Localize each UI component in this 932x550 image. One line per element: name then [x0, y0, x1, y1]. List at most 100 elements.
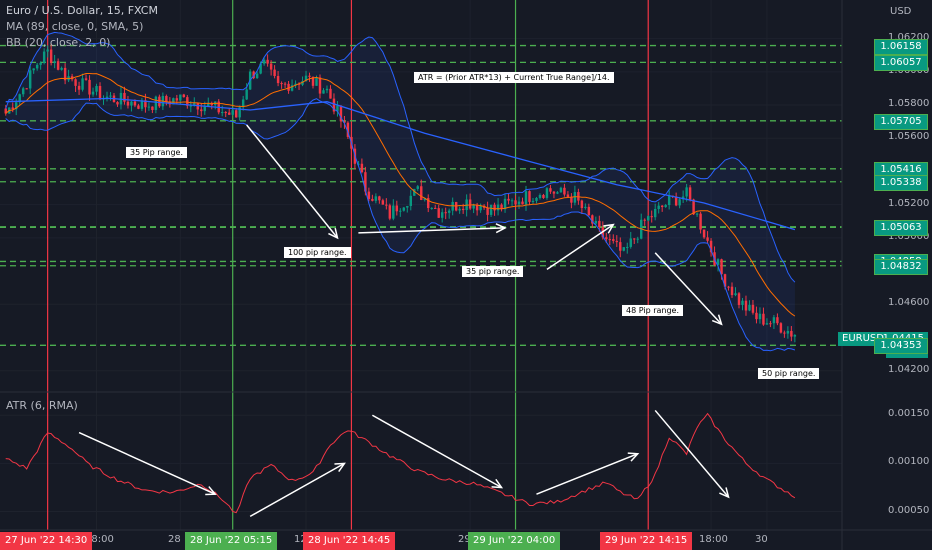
- candle: [542, 193, 545, 199]
- candle-body: [538, 195, 542, 198]
- candle-body: [790, 330, 793, 337]
- candle-body: [259, 63, 262, 74]
- candle: [336, 101, 339, 117]
- candle-body: [563, 187, 566, 195]
- candle-body: [126, 101, 130, 106]
- candle: [685, 183, 688, 202]
- candle-body: [720, 259, 723, 275]
- trend-arrow-0[interactable]: [246, 124, 339, 240]
- candle-body: [311, 76, 315, 86]
- range-note-35-a: 35 Pip range.: [126, 147, 188, 158]
- candle-body: [489, 204, 493, 215]
- atr-tick-2: 0.00050: [888, 505, 930, 516]
- atr-tick-1: 0.00100: [888, 456, 930, 467]
- candle-body: [776, 317, 779, 324]
- bollinger-lower-line[interactable]: [5, 98, 796, 352]
- candle: [402, 206, 406, 212]
- candle-body: [381, 200, 385, 205]
- atr-legend[interactable]: ATR (6, RMA): [6, 399, 78, 412]
- candle: [25, 88, 28, 90]
- event-time-tag-1: 28 Jun '22 05:15: [185, 532, 278, 550]
- candle-body: [503, 198, 507, 210]
- candle-body: [646, 216, 650, 221]
- arrow-shaft: [78, 431, 216, 495]
- candle-body: [748, 304, 751, 311]
- candle-body: [304, 75, 308, 82]
- candle: [765, 318, 769, 325]
- candle: [388, 203, 392, 221]
- candle: [594, 216, 598, 225]
- candle-body: [4, 108, 7, 114]
- trend-arrow-4[interactable]: [78, 431, 217, 496]
- candle-body: [189, 105, 193, 107]
- candle-body: [378, 196, 381, 201]
- candle-body: [84, 78, 88, 80]
- candle-body: [308, 75, 311, 77]
- bb-legend[interactable]: BB (20, close, 2, 0): [6, 36, 111, 49]
- candle-body: [786, 330, 790, 334]
- candle: [521, 197, 524, 205]
- candle: [385, 198, 388, 210]
- candle: [660, 205, 664, 212]
- candle-body: [650, 216, 653, 218]
- bollinger-upper-line[interactable]: [5, 31, 796, 283]
- candle-body: [56, 61, 60, 70]
- candle-body: [346, 122, 350, 137]
- trend-arrow-6[interactable]: [372, 414, 504, 489]
- candle-body: [339, 105, 343, 122]
- candle: [626, 242, 629, 254]
- candle: [367, 187, 371, 202]
- candle-body: [343, 121, 346, 123]
- candle-body: [664, 205, 667, 207]
- candle-body: [514, 200, 517, 205]
- candle-body: [46, 49, 49, 52]
- candle: [147, 102, 151, 111]
- trend-arrow-5[interactable]: [249, 462, 346, 518]
- arrow-head: [328, 227, 339, 240]
- candle: [416, 185, 419, 191]
- arrow-shaft: [246, 124, 339, 239]
- candle-body: [81, 78, 84, 90]
- trend-arrow-8[interactable]: [654, 409, 730, 499]
- candle: [276, 71, 280, 87]
- price-tick-7: 1.04200: [888, 364, 930, 375]
- candle: [95, 83, 98, 96]
- arrow-head: [719, 487, 730, 499]
- candle: [622, 247, 625, 252]
- candle: [612, 234, 615, 244]
- candle: [608, 234, 612, 246]
- candle: [437, 204, 440, 219]
- candle: [60, 66, 63, 71]
- atr-line[interactable]: [5, 412, 796, 514]
- candle: [81, 73, 84, 92]
- candle-body: [653, 208, 657, 218]
- price-tick-6: 1.04600: [888, 297, 930, 308]
- candle-body: [535, 197, 538, 201]
- trend-arrow-2[interactable]: [546, 223, 615, 271]
- candle-body: [420, 186, 423, 200]
- candle: [283, 81, 287, 88]
- ma-legend[interactable]: MA (89, close, 0, SMA, 5): [6, 20, 144, 33]
- candle-body: [570, 197, 573, 203]
- candle: [633, 238, 636, 244]
- candle: [741, 297, 744, 311]
- trend-arrow-7[interactable]: [536, 452, 640, 495]
- candle: [587, 203, 591, 216]
- candle-body: [493, 204, 496, 211]
- arrow-head: [205, 486, 217, 496]
- trend-arrow-1[interactable]: [358, 223, 507, 234]
- candle-body: [531, 200, 535, 202]
- candle: [35, 62, 39, 71]
- candle: [653, 203, 657, 221]
- time-tick-1: 28: [168, 534, 181, 545]
- candle-body: [360, 163, 364, 173]
- candle-body: [74, 79, 77, 86]
- bollinger-basis-line[interactable]: [5, 73, 796, 317]
- candle-body: [158, 96, 161, 107]
- ma89-line[interactable]: [5, 97, 796, 231]
- candle-body: [619, 242, 622, 251]
- candle-body: [63, 67, 67, 81]
- trend-arrow-3[interactable]: [654, 252, 723, 326]
- candle-body: [123, 92, 126, 102]
